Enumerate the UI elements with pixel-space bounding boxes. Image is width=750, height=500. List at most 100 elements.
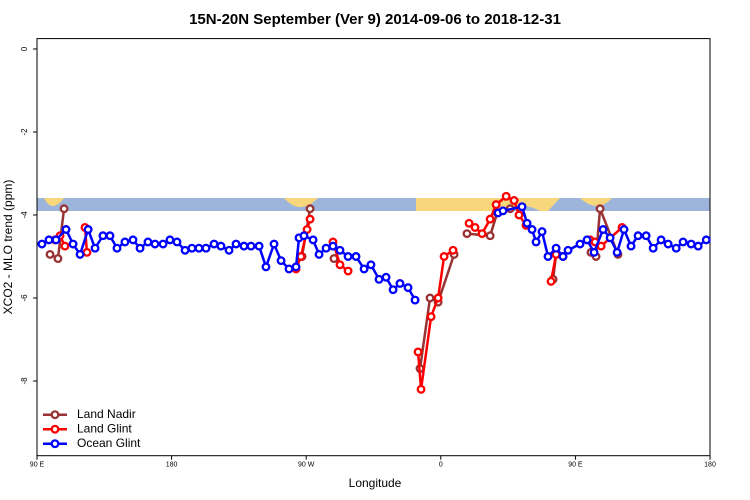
data-point xyxy=(678,237,688,247)
data-point xyxy=(403,283,413,293)
data-point xyxy=(366,260,376,270)
data-point xyxy=(641,231,651,241)
data-point xyxy=(410,295,420,305)
data-point xyxy=(546,276,556,286)
data-point xyxy=(254,241,264,251)
y-tick-label: -6 xyxy=(20,294,29,302)
data-point xyxy=(612,247,622,257)
data-point xyxy=(527,225,537,234)
data-point xyxy=(498,206,508,216)
data-point xyxy=(388,285,398,295)
data-point xyxy=(335,260,345,270)
data-point xyxy=(45,249,55,259)
data-point xyxy=(558,252,568,261)
data-point xyxy=(187,243,197,253)
data-point xyxy=(626,241,636,251)
data-point xyxy=(596,241,606,251)
data-point xyxy=(165,235,175,245)
data-point xyxy=(522,218,532,228)
data-point xyxy=(158,239,168,249)
y-tick-label: -4 xyxy=(20,211,29,219)
data-point xyxy=(308,235,318,245)
legend-marker xyxy=(50,439,60,449)
data-point xyxy=(83,225,93,234)
x-tick-label: 90 E xyxy=(568,462,583,469)
data-point xyxy=(269,239,279,249)
data-point xyxy=(231,239,241,249)
data-point xyxy=(276,256,286,266)
plot-frame xyxy=(36,38,711,457)
data-point xyxy=(448,245,458,255)
data-point xyxy=(656,235,666,245)
data-point xyxy=(135,243,145,253)
data-point xyxy=(425,293,435,303)
data-point xyxy=(60,241,70,251)
data-point xyxy=(98,231,108,241)
data-point xyxy=(693,241,703,251)
data-point xyxy=(343,252,353,261)
data-point xyxy=(701,235,711,245)
data-point xyxy=(343,266,353,276)
y-tick-label: 0 xyxy=(20,46,29,51)
data-point xyxy=(531,237,541,247)
data-point xyxy=(416,384,426,394)
data-point xyxy=(53,254,63,264)
data-point xyxy=(216,241,226,251)
data-point xyxy=(305,204,315,214)
data-point xyxy=(686,239,696,249)
legend-label: Land Glint xyxy=(77,421,132,435)
data-point xyxy=(439,252,449,261)
data-point xyxy=(328,241,338,251)
data-point xyxy=(663,239,673,249)
y-tick-label: -8 xyxy=(20,377,29,385)
data-point xyxy=(426,312,436,322)
data-point xyxy=(180,245,190,255)
data-point xyxy=(246,241,256,251)
data-point xyxy=(413,347,423,357)
x-tick-label: 90 W xyxy=(298,462,315,469)
y-tick-label: -2 xyxy=(20,128,29,136)
data-point xyxy=(589,247,599,257)
data-point xyxy=(321,243,331,253)
data-point xyxy=(296,252,306,261)
data-point xyxy=(485,231,495,241)
data-point xyxy=(605,233,615,243)
series-line xyxy=(54,194,623,390)
data-point xyxy=(633,231,643,241)
data-point xyxy=(172,237,182,247)
data-point xyxy=(150,239,160,249)
data-point xyxy=(128,235,138,245)
data-point xyxy=(335,245,345,255)
data-point xyxy=(514,210,524,220)
data-point xyxy=(120,237,130,247)
data-point xyxy=(537,227,547,237)
data-point xyxy=(224,245,234,255)
series-line xyxy=(41,205,708,301)
data-point xyxy=(75,249,85,259)
data-point xyxy=(517,202,527,212)
y-axis-label: XCO2 - MLO trend (ppm) xyxy=(1,180,15,315)
data-point xyxy=(462,229,472,239)
data-point xyxy=(201,243,211,253)
land-patch xyxy=(416,198,560,211)
data-point xyxy=(671,243,681,253)
data-point xyxy=(90,243,100,253)
data-point xyxy=(359,264,369,274)
data-point xyxy=(395,279,405,288)
data-point xyxy=(470,222,480,232)
data-point xyxy=(44,235,54,245)
x-tick-label: 0 xyxy=(439,462,443,469)
data-point xyxy=(381,272,391,282)
data-point xyxy=(261,262,271,272)
data-point xyxy=(501,191,511,201)
legend-marker xyxy=(50,410,60,420)
data-point xyxy=(582,235,592,245)
data-point xyxy=(551,243,561,253)
data-point xyxy=(51,235,61,245)
data-point xyxy=(314,249,324,259)
data-point xyxy=(433,293,443,303)
data-point xyxy=(509,196,519,205)
x-tick-label: 180 xyxy=(704,462,716,469)
land-patch xyxy=(44,198,64,206)
